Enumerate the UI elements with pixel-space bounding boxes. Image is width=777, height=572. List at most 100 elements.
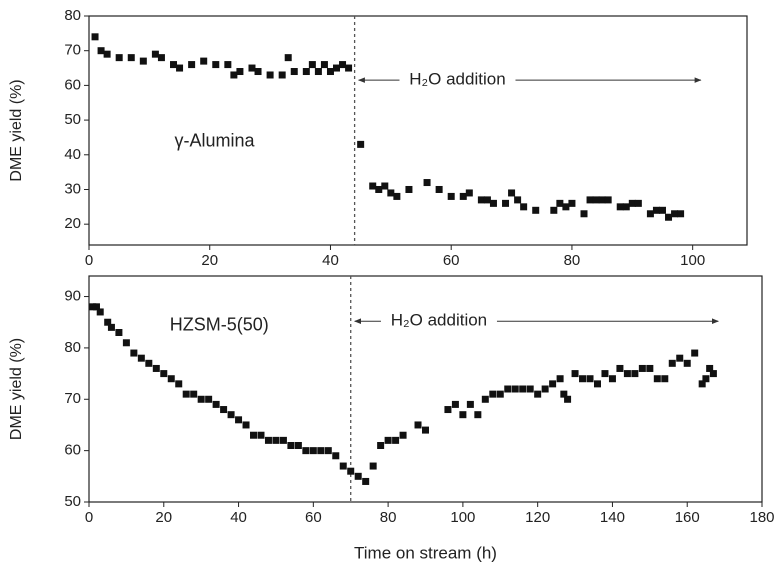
data-point xyxy=(511,385,519,393)
data-point xyxy=(284,54,292,62)
data-point xyxy=(302,68,310,76)
x-tick-label: 140 xyxy=(600,509,625,526)
data-point xyxy=(266,71,274,79)
data-point xyxy=(115,54,123,62)
x-tick-label: 0 xyxy=(85,252,93,269)
data-point xyxy=(339,462,347,470)
data-point xyxy=(677,210,685,218)
plot-frame xyxy=(88,15,748,246)
data-point xyxy=(212,61,220,69)
data-point xyxy=(333,64,341,72)
data-point xyxy=(290,68,298,76)
y-tick-label: 50 xyxy=(64,111,81,128)
data-point xyxy=(375,185,383,193)
data-point xyxy=(230,71,238,79)
data-point xyxy=(435,185,443,193)
data-point xyxy=(89,303,97,311)
data-point xyxy=(212,400,220,408)
data-point xyxy=(278,71,286,79)
x-tick-label: 40 xyxy=(322,252,339,269)
data-point xyxy=(586,196,594,204)
data-point xyxy=(160,370,168,378)
data-point xyxy=(317,447,325,455)
data-point xyxy=(354,472,362,480)
y-tick-label: 90 xyxy=(64,288,81,305)
data-point xyxy=(190,390,198,398)
data-point xyxy=(92,303,100,311)
data-point xyxy=(369,182,377,190)
data-point xyxy=(562,203,570,211)
x-tick-label: 100 xyxy=(450,509,475,526)
y-tick-label: 20 xyxy=(64,215,81,232)
data-point xyxy=(683,359,691,367)
data-point xyxy=(477,196,485,204)
data-point xyxy=(579,375,587,383)
data-point xyxy=(130,349,138,357)
data-point xyxy=(520,203,528,211)
data-point xyxy=(550,206,558,214)
data-point xyxy=(586,375,594,383)
data-point xyxy=(377,442,385,449)
data-point xyxy=(519,385,527,393)
data-point xyxy=(706,364,714,372)
y-tick-label: 50 xyxy=(64,493,81,510)
data-point xyxy=(638,364,646,372)
data-point xyxy=(556,199,564,207)
x-tick-label: 20 xyxy=(201,252,218,269)
data-point xyxy=(608,375,616,383)
data-point xyxy=(170,61,178,69)
data-point xyxy=(309,447,317,455)
data-point xyxy=(631,370,639,378)
data-point xyxy=(623,370,631,378)
data-point xyxy=(339,61,347,69)
data-point xyxy=(200,57,208,65)
data-point xyxy=(176,64,184,72)
y-tick-label: 70 xyxy=(64,42,81,59)
data-point xyxy=(254,68,262,76)
y-tick-label: 70 xyxy=(64,390,81,407)
annotation: H₂O addition xyxy=(409,70,505,89)
y-axis-label: DME yield (%) xyxy=(8,338,25,440)
data-point xyxy=(676,354,684,362)
data-point xyxy=(272,436,280,444)
x-tick-label: 80 xyxy=(380,509,397,526)
data-point xyxy=(668,359,676,367)
data-point xyxy=(502,199,510,207)
data-point xyxy=(127,54,135,62)
data-point xyxy=(220,406,228,414)
y-tick-label: 60 xyxy=(64,442,81,459)
plot-frame xyxy=(88,275,763,503)
data-point xyxy=(526,385,534,393)
data-point xyxy=(137,354,145,362)
data-point xyxy=(384,436,392,444)
data-point xyxy=(691,349,699,357)
data-point xyxy=(151,50,159,58)
y-tick-label: 80 xyxy=(64,7,81,24)
data-point xyxy=(465,189,473,197)
data-point xyxy=(103,50,111,58)
data-point xyxy=(308,61,316,69)
data-point xyxy=(197,395,205,403)
data-point xyxy=(534,390,542,398)
data-point xyxy=(698,380,706,388)
data-point xyxy=(661,375,669,383)
data-point xyxy=(571,370,579,378)
data-point xyxy=(302,447,310,455)
data-point xyxy=(496,390,504,398)
data-point xyxy=(549,380,557,388)
y-axis-label: DME yield (%) xyxy=(8,79,25,181)
data-point xyxy=(451,400,459,408)
x-tick-label: 60 xyxy=(305,509,322,526)
data-point xyxy=(541,385,549,393)
data-point xyxy=(646,364,654,372)
data-point xyxy=(459,192,467,200)
y-tick-label: 40 xyxy=(64,146,81,163)
data-point xyxy=(381,182,389,190)
data-point xyxy=(175,380,183,388)
data-point xyxy=(392,436,400,444)
data-point xyxy=(236,68,244,76)
data-point xyxy=(279,436,287,444)
data-point xyxy=(242,421,250,429)
data-point xyxy=(646,210,654,218)
